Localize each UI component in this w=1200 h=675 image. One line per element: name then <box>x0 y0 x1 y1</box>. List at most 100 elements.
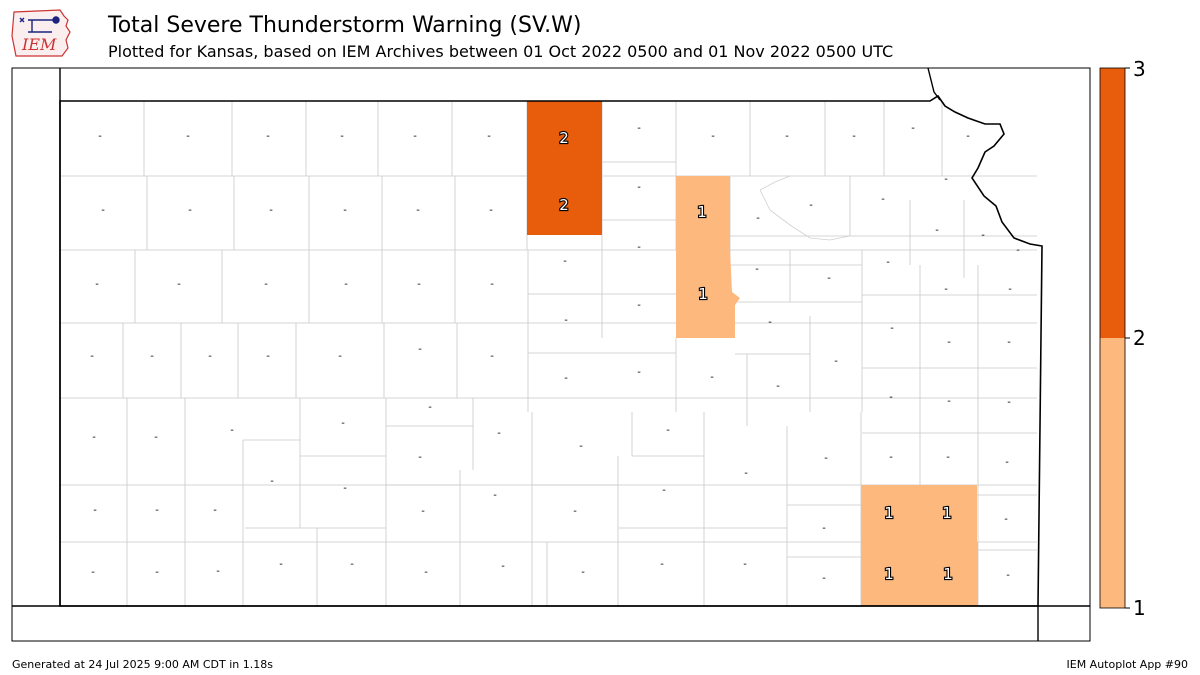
zero-marker: - <box>889 452 893 463</box>
svg-text:IEM: IEM <box>21 35 57 54</box>
zero-marker: - <box>418 344 422 355</box>
zero-marker: - <box>1016 245 1020 256</box>
zero-marker: - <box>266 351 270 362</box>
zero-marker: - <box>711 131 715 142</box>
zero-marker: - <box>1008 284 1012 295</box>
zero-marker: - <box>413 131 417 142</box>
zero-marker: - <box>493 490 497 501</box>
county-fill-1d <box>920 485 977 542</box>
zero-marker: - <box>966 131 970 142</box>
count-label: 1 <box>884 504 894 522</box>
zero-marker: - <box>1006 570 1010 581</box>
zero-marker: - <box>579 441 583 452</box>
zero-marker: - <box>95 279 99 290</box>
zero-marker: - <box>101 205 105 216</box>
zero-marker: - <box>177 279 181 290</box>
kansas-border <box>59 94 1043 607</box>
zero-marker: - <box>154 432 158 443</box>
zero-marker: - <box>421 506 425 517</box>
colorbar-segment-low <box>1100 338 1125 608</box>
zero-marker: - <box>270 476 274 487</box>
zero-marker: - <box>637 123 641 134</box>
zero-marker: - <box>269 205 273 216</box>
zero-marker: - <box>710 372 714 383</box>
zero-marker: - <box>911 123 915 134</box>
zero-marker: - <box>92 432 96 443</box>
zero-marker: - <box>834 356 838 367</box>
zero-marker: - <box>881 194 885 205</box>
iem-logo: IEM <box>11 9 71 57</box>
zero-marker: - <box>890 323 894 334</box>
zero-marker: - <box>776 381 780 392</box>
zero-marker: - <box>155 505 159 516</box>
zero-marker: - <box>416 205 420 216</box>
zero-marker: - <box>564 373 568 384</box>
zero-marker: - <box>564 315 568 326</box>
zero-marker: - <box>93 505 97 516</box>
zero-marker: - <box>279 559 283 570</box>
zero-marker: - <box>662 485 666 496</box>
county-fill-2a <box>527 101 602 176</box>
count-label: 1 <box>697 203 707 221</box>
zero-marker: - <box>637 367 641 378</box>
zero-marker: - <box>501 561 505 572</box>
colorbar-segment-high <box>1100 68 1125 338</box>
colorbar-tick-label: 2 <box>1133 326 1146 350</box>
zero-marker: - <box>216 566 220 577</box>
county-fill-2b <box>527 176 602 235</box>
zero-marker: - <box>343 205 347 216</box>
count-label: 1 <box>943 565 953 583</box>
colorbar-tick-label: 1 <box>1133 596 1146 620</box>
zero-marker: - <box>563 256 567 267</box>
count-label: 2 <box>559 196 569 214</box>
zero-marker: - <box>1004 514 1008 525</box>
zero-marker: - <box>266 131 270 142</box>
zero-marker: - <box>155 567 159 578</box>
app-label: IEM Autoplot App #90 <box>1066 658 1189 671</box>
generated-timestamp: Generated at 24 Jul 2025 9:00 AM CDT in … <box>12 658 273 671</box>
zero-marker: - <box>418 452 422 463</box>
zero-marker: - <box>91 567 95 578</box>
zero-marker: - <box>1005 457 1009 468</box>
zero-marker: - <box>947 337 951 348</box>
count-label: 2 <box>559 129 569 147</box>
map-subtitle: Plotted for Kansas, based on IEM Archive… <box>108 42 894 61</box>
zero-marker: - <box>889 392 893 403</box>
zero-marker: - <box>344 279 348 290</box>
county-fill-1c <box>861 485 920 542</box>
zero-marker: - <box>785 131 789 142</box>
zero-marker: - <box>150 351 154 362</box>
zero-marker: - <box>428 402 432 413</box>
zero-marker: - <box>341 418 345 429</box>
county-fill-1b <box>676 250 740 338</box>
zero-marker: - <box>186 131 190 142</box>
zero-marker: - <box>264 279 268 290</box>
count-label: 1 <box>942 504 952 522</box>
zero-marker: - <box>637 242 641 253</box>
zero-marker: - <box>424 567 428 578</box>
zero-marker: - <box>208 351 212 362</box>
zero-marker: - <box>1007 337 1011 348</box>
zero-marker: - <box>487 131 491 142</box>
zero-marker: - <box>946 452 950 463</box>
zero-marker: - <box>660 559 664 570</box>
map-title: Total Severe Thunderstorm Warning (SV.W) <box>108 13 582 38</box>
zero-marker: - <box>944 284 948 295</box>
zero-marker: - <box>213 505 217 516</box>
zero-marker: - <box>340 131 344 142</box>
colorbar-tick-label: 3 <box>1133 57 1146 81</box>
count-label: 1 <box>698 285 708 303</box>
zero-marker: - <box>852 131 856 142</box>
zero-marker: - <box>338 351 342 362</box>
zero-marker: - <box>743 559 747 570</box>
county-fill-1e <box>861 542 920 606</box>
zero-marker: - <box>822 573 826 584</box>
zero-marker: - <box>822 523 826 534</box>
zero-marker: - <box>666 425 670 436</box>
zero-marker: - <box>417 279 421 290</box>
count-label: 1 <box>884 565 894 583</box>
zero-marker: - <box>90 351 94 362</box>
neighbor-state-lines <box>12 67 1090 641</box>
zero-markers: - - - - - - - - - - - - - - - - - - - - - - - - - - - - - - - - - - - - - - - -… <box>90 123 1020 584</box>
zero-marker: - <box>756 213 760 224</box>
